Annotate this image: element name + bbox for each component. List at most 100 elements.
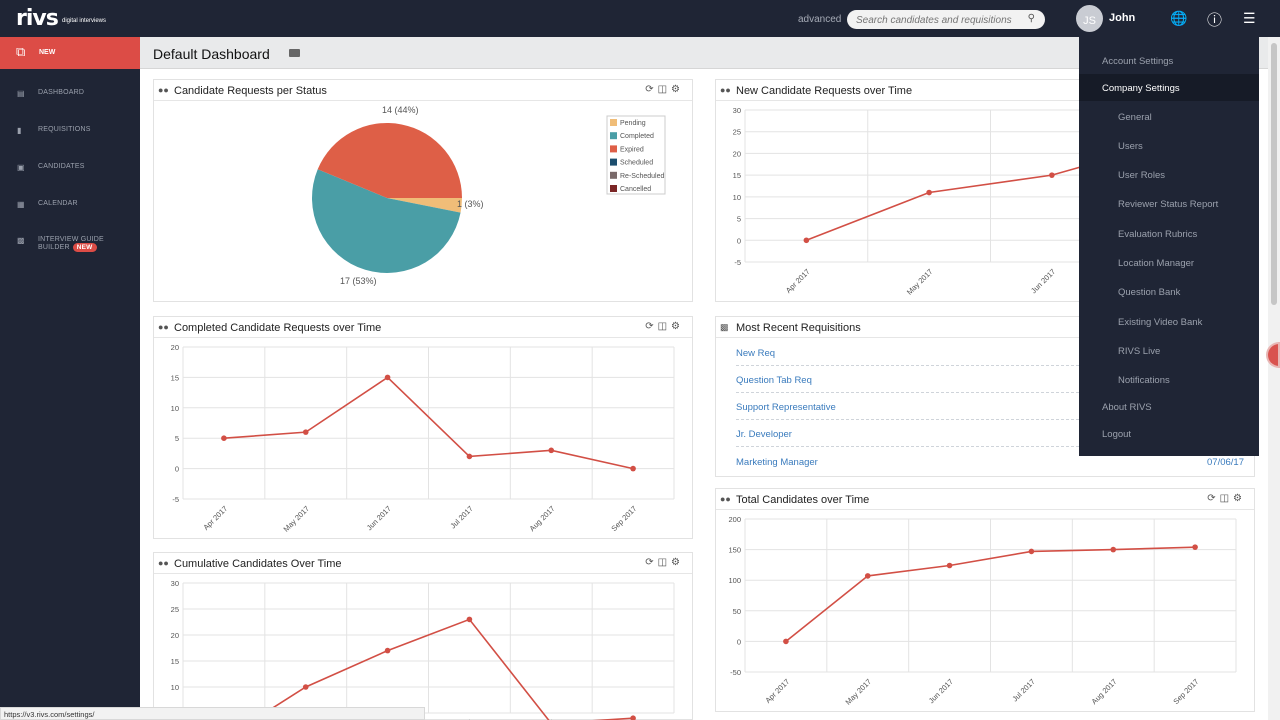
x-tick-label: Apr 2017: [201, 504, 229, 532]
search-icon[interactable]: ⚲: [1027, 13, 1035, 24]
menu-item-account-settings[interactable]: Account Settings: [1102, 56, 1174, 67]
gear-icon[interactable]: ⚙: [1233, 493, 1246, 504]
series-line: [223, 376, 634, 470]
pie-slice-completed[interactable]: [312, 169, 461, 274]
menu-item-about-rivs[interactable]: About RIVS: [1102, 402, 1152, 413]
x-tick-label: Apr 2017: [763, 677, 791, 705]
gear-icon[interactable]: ⚙: [671, 557, 684, 568]
data-point[interactable]: [466, 453, 473, 460]
data-point[interactable]: [864, 573, 871, 579]
data-point[interactable]: [926, 189, 932, 196]
y-tick-label: 10: [171, 404, 179, 413]
y-tick-label: 20: [171, 343, 179, 352]
line-chart-total: 200 150 100 50 0 -50 Apr 2017 May 2017 Jun 2017 J…: [728, 515, 1237, 707]
y-tick-label: 15: [733, 171, 741, 180]
search-input[interactable]: [847, 11, 1017, 30]
sidebar-item-requisitions[interactable]: ▮ REQUISITIONS: [17, 126, 91, 135]
menu-item-users[interactable]: Users: [1118, 141, 1143, 152]
x-tick-label: May 2017: [905, 267, 935, 297]
data-point[interactable]: [1049, 172, 1055, 178]
y-tick-label: 0: [737, 637, 741, 646]
data-point[interactable]: [384, 647, 391, 654]
list-item[interactable]: Jr. Developer: [736, 420, 1254, 447]
y-tick-label: 200: [728, 515, 741, 524]
data-point[interactable]: [302, 429, 309, 435]
data-point[interactable]: [783, 638, 789, 645]
data-point[interactable]: [630, 465, 636, 472]
legend-swatch: [610, 171, 617, 179]
refresh-icon[interactable]: ⟳: [1207, 493, 1220, 504]
new-button[interactable]: ⧉ NEW: [0, 37, 140, 69]
data-point[interactable]: [630, 715, 636, 720]
list-item[interactable]: Marketing Manager 07/06/17: [736, 457, 1244, 468]
users-icon: ●●: [158, 322, 169, 332]
sidebar-item-dashboard[interactable]: ▤ DASHBOARD: [17, 89, 85, 98]
data-point[interactable]: [466, 616, 473, 623]
users-icon: ●●: [158, 558, 169, 568]
x-tick-label: Jun 2017: [1029, 267, 1057, 295]
copy-icon[interactable]: ◫: [657, 321, 672, 332]
legend-swatch: [610, 132, 617, 140]
menu-item-user-roles[interactable]: User Roles: [1118, 170, 1165, 181]
globe-icon[interactable]: 🌐: [1170, 10, 1188, 26]
legend-swatch: [610, 185, 617, 192]
menu-item-notifications[interactable]: Notifications: [1118, 375, 1170, 386]
data-point[interactable]: [221, 435, 227, 441]
data-point[interactable]: [302, 684, 309, 690]
menu-item-question-bank[interactable]: Question Bank: [1118, 287, 1181, 298]
list-item[interactable]: Support Representative: [736, 393, 1254, 420]
menu-item-general[interactable]: General: [1118, 112, 1152, 123]
data-point[interactable]: [1028, 548, 1035, 555]
scrollbar-thumb[interactable]: [1271, 43, 1277, 305]
y-tick-label: -5: [734, 258, 741, 267]
list-item[interactable]: Question Tab Req: [736, 366, 1254, 393]
copy-icon[interactable]: ◫: [657, 557, 672, 568]
panel-title: Most Recent Requisitions: [736, 322, 861, 334]
x-tick-label: May 2017: [844, 677, 874, 707]
help-icon[interactable]: ⓘ: [1207, 12, 1223, 29]
data-point[interactable]: [384, 374, 391, 381]
refresh-icon[interactable]: ⟳: [645, 84, 658, 95]
gear-icon[interactable]: ⚙: [671, 84, 684, 95]
menu-item-reviewer-status-report[interactable]: Reviewer Status Report: [1118, 199, 1219, 210]
menu-item-existing-video-bank[interactable]: Existing Video Bank: [1118, 317, 1203, 328]
folder-icon[interactable]: [289, 49, 300, 57]
sidebar-item-interview-guide-builder[interactable]: ▩ INTERVIEW GUIDE BUILDER NEW: [17, 236, 104, 252]
panel-tools: ⟳◫⚙: [645, 321, 684, 332]
pie-slice-pending[interactable]: [387, 198, 462, 213]
y-tick-label: 30: [733, 106, 741, 115]
hamburger-menu-icon[interactable]: ☰: [1243, 10, 1256, 26]
gear-icon[interactable]: ⚙: [671, 321, 684, 332]
user-name[interactable]: John: [1109, 12, 1136, 24]
x-tick-label: Jul 2017: [448, 504, 474, 530]
scrollbar[interactable]: [1268, 37, 1280, 720]
menu-item-rivs-live[interactable]: RIVS Live: [1118, 346, 1161, 357]
refresh-icon[interactable]: ⟳: [645, 557, 658, 568]
rivs-logo[interactable]: rivs: [16, 6, 59, 31]
chat-widget-button[interactable]: [1266, 342, 1280, 368]
menu-item-evaluation-rubrics[interactable]: Evaluation Rubrics: [1118, 229, 1198, 240]
data-point[interactable]: [1192, 544, 1198, 550]
data-point[interactable]: [803, 237, 810, 244]
menu-item-logout[interactable]: Logout: [1102, 429, 1132, 440]
copy-icon[interactable]: ◫: [1219, 493, 1234, 504]
avatar[interactable]: JS: [1076, 5, 1103, 32]
y-tick-label: 10: [171, 683, 179, 692]
data-point[interactable]: [1110, 546, 1117, 553]
panel-tools: ⟳◫⚙: [645, 84, 684, 95]
series-line: [252, 618, 634, 720]
advanced-search-link[interactable]: advanced: [798, 14, 842, 25]
pie-slice-expired[interactable]: [317, 123, 462, 198]
data-point[interactable]: [946, 562, 953, 569]
copy-icon[interactable]: ◫: [657, 84, 672, 95]
menu-item-company-settings[interactable]: Company Settings: [1079, 74, 1259, 101]
list-item[interactable]: New Req: [736, 339, 1254, 366]
sidebar-item-candidates[interactable]: ▣ CANDIDATES: [17, 163, 85, 172]
sidebar-item-calendar[interactable]: ▦ CALENDAR: [17, 200, 78, 209]
y-tick-label: 25: [171, 605, 179, 614]
refresh-icon[interactable]: ⟳: [645, 321, 658, 332]
pie-label: 17 (53%): [340, 276, 377, 286]
data-point[interactable]: [548, 447, 555, 454]
grid: [744, 518, 1237, 673]
menu-item-location-manager[interactable]: Location Manager: [1118, 258, 1195, 269]
